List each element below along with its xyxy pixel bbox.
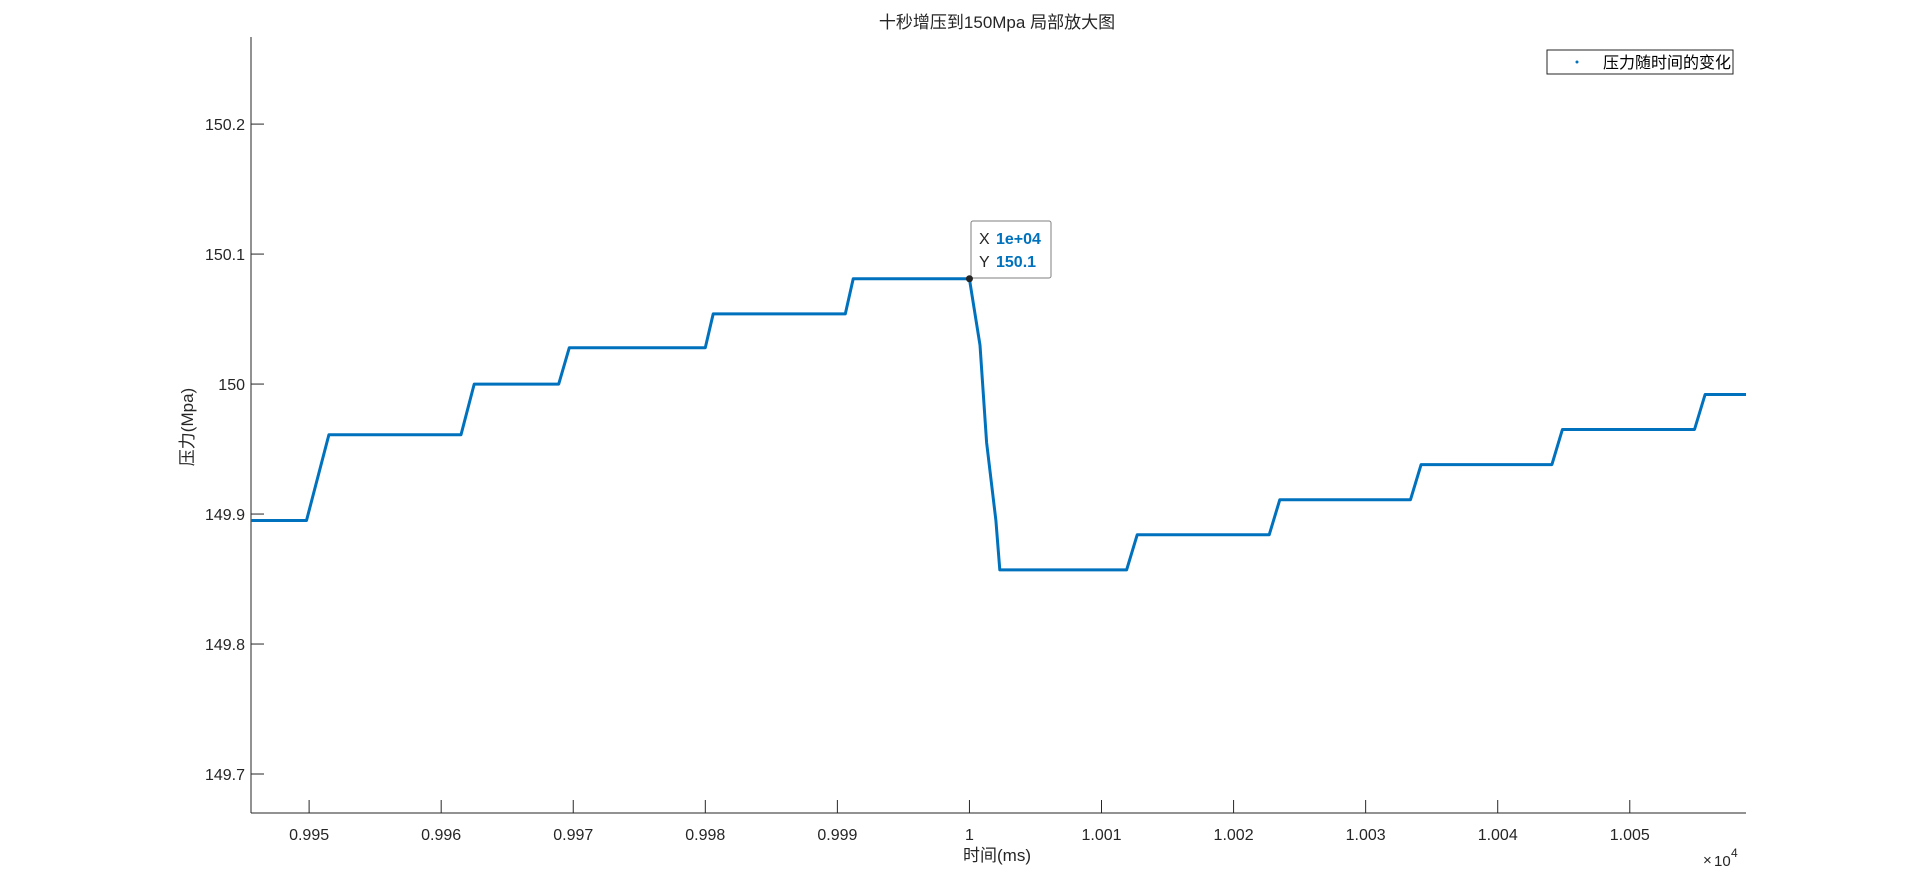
data-tip-y-label: Y xyxy=(979,254,990,271)
legend[interactable]: 压力随时间的变化 xyxy=(1546,49,1734,75)
x-tick-label: 0.995 xyxy=(289,827,329,844)
x-exponent-times: × xyxy=(1703,852,1712,869)
legend-marker-icon xyxy=(1575,60,1579,64)
x-tick-label: 1.001 xyxy=(1081,827,1121,844)
y-axis-title: 压力(Mpa) xyxy=(178,388,197,466)
axes xyxy=(250,37,1746,814)
y-tick-label: 149.7 xyxy=(205,767,245,784)
data-tip[interactable]: X 1e+04 Y 150.1 xyxy=(965,220,1052,283)
chart-title: 十秒增压到150Mpa 局部放大图 xyxy=(879,13,1115,32)
y-tick-label: 149.8 xyxy=(205,637,245,654)
legend-entry-label: 压力随时间的变化 xyxy=(1603,54,1731,72)
x-tick-label: 1.003 xyxy=(1346,827,1386,844)
data-tip-point[interactable] xyxy=(965,275,973,283)
y-tick-label: 150.1 xyxy=(205,247,245,264)
x-tick-label: 0.998 xyxy=(685,827,725,844)
data-tip-x-label: X xyxy=(979,231,990,248)
y-tick-label: 150 xyxy=(218,377,245,394)
x-exponent-base: 10 xyxy=(1714,853,1731,870)
y-tick-label: 150.2 xyxy=(205,117,245,134)
x-axis-ticks: 0.995 0.996 0.997 0.998 0.999 1 1.001 1.002 1.00… xyxy=(289,800,1650,844)
data-tip-box xyxy=(970,220,1052,279)
data-tip-y-value: 150.1 xyxy=(996,254,1036,271)
plot-series[interactable] xyxy=(251,277,1746,572)
x-tick-label: 0.999 xyxy=(817,827,857,844)
x-axis-title: 时间(ms) xyxy=(963,846,1031,865)
x-tick-label: 1.004 xyxy=(1478,827,1518,844)
y-axis-ticks: 149.7 149.8 149.9 150 150.1 150.2 xyxy=(205,117,264,784)
x-exponent-power: 4 xyxy=(1731,846,1738,860)
y-tick-label: 149.9 xyxy=(205,507,245,524)
x-tick-label: 0.997 xyxy=(553,827,593,844)
x-tick-label: 0.996 xyxy=(421,827,461,844)
x-tick-label: 1.005 xyxy=(1610,827,1650,844)
x-tick-label: 1 xyxy=(965,827,974,844)
x-tick-label: 1.002 xyxy=(1214,827,1254,844)
x-exponent-label: × 10 4 xyxy=(1703,846,1738,870)
data-tip-x-value: 1e+04 xyxy=(996,231,1041,248)
series-line[interactable] xyxy=(251,277,1746,572)
